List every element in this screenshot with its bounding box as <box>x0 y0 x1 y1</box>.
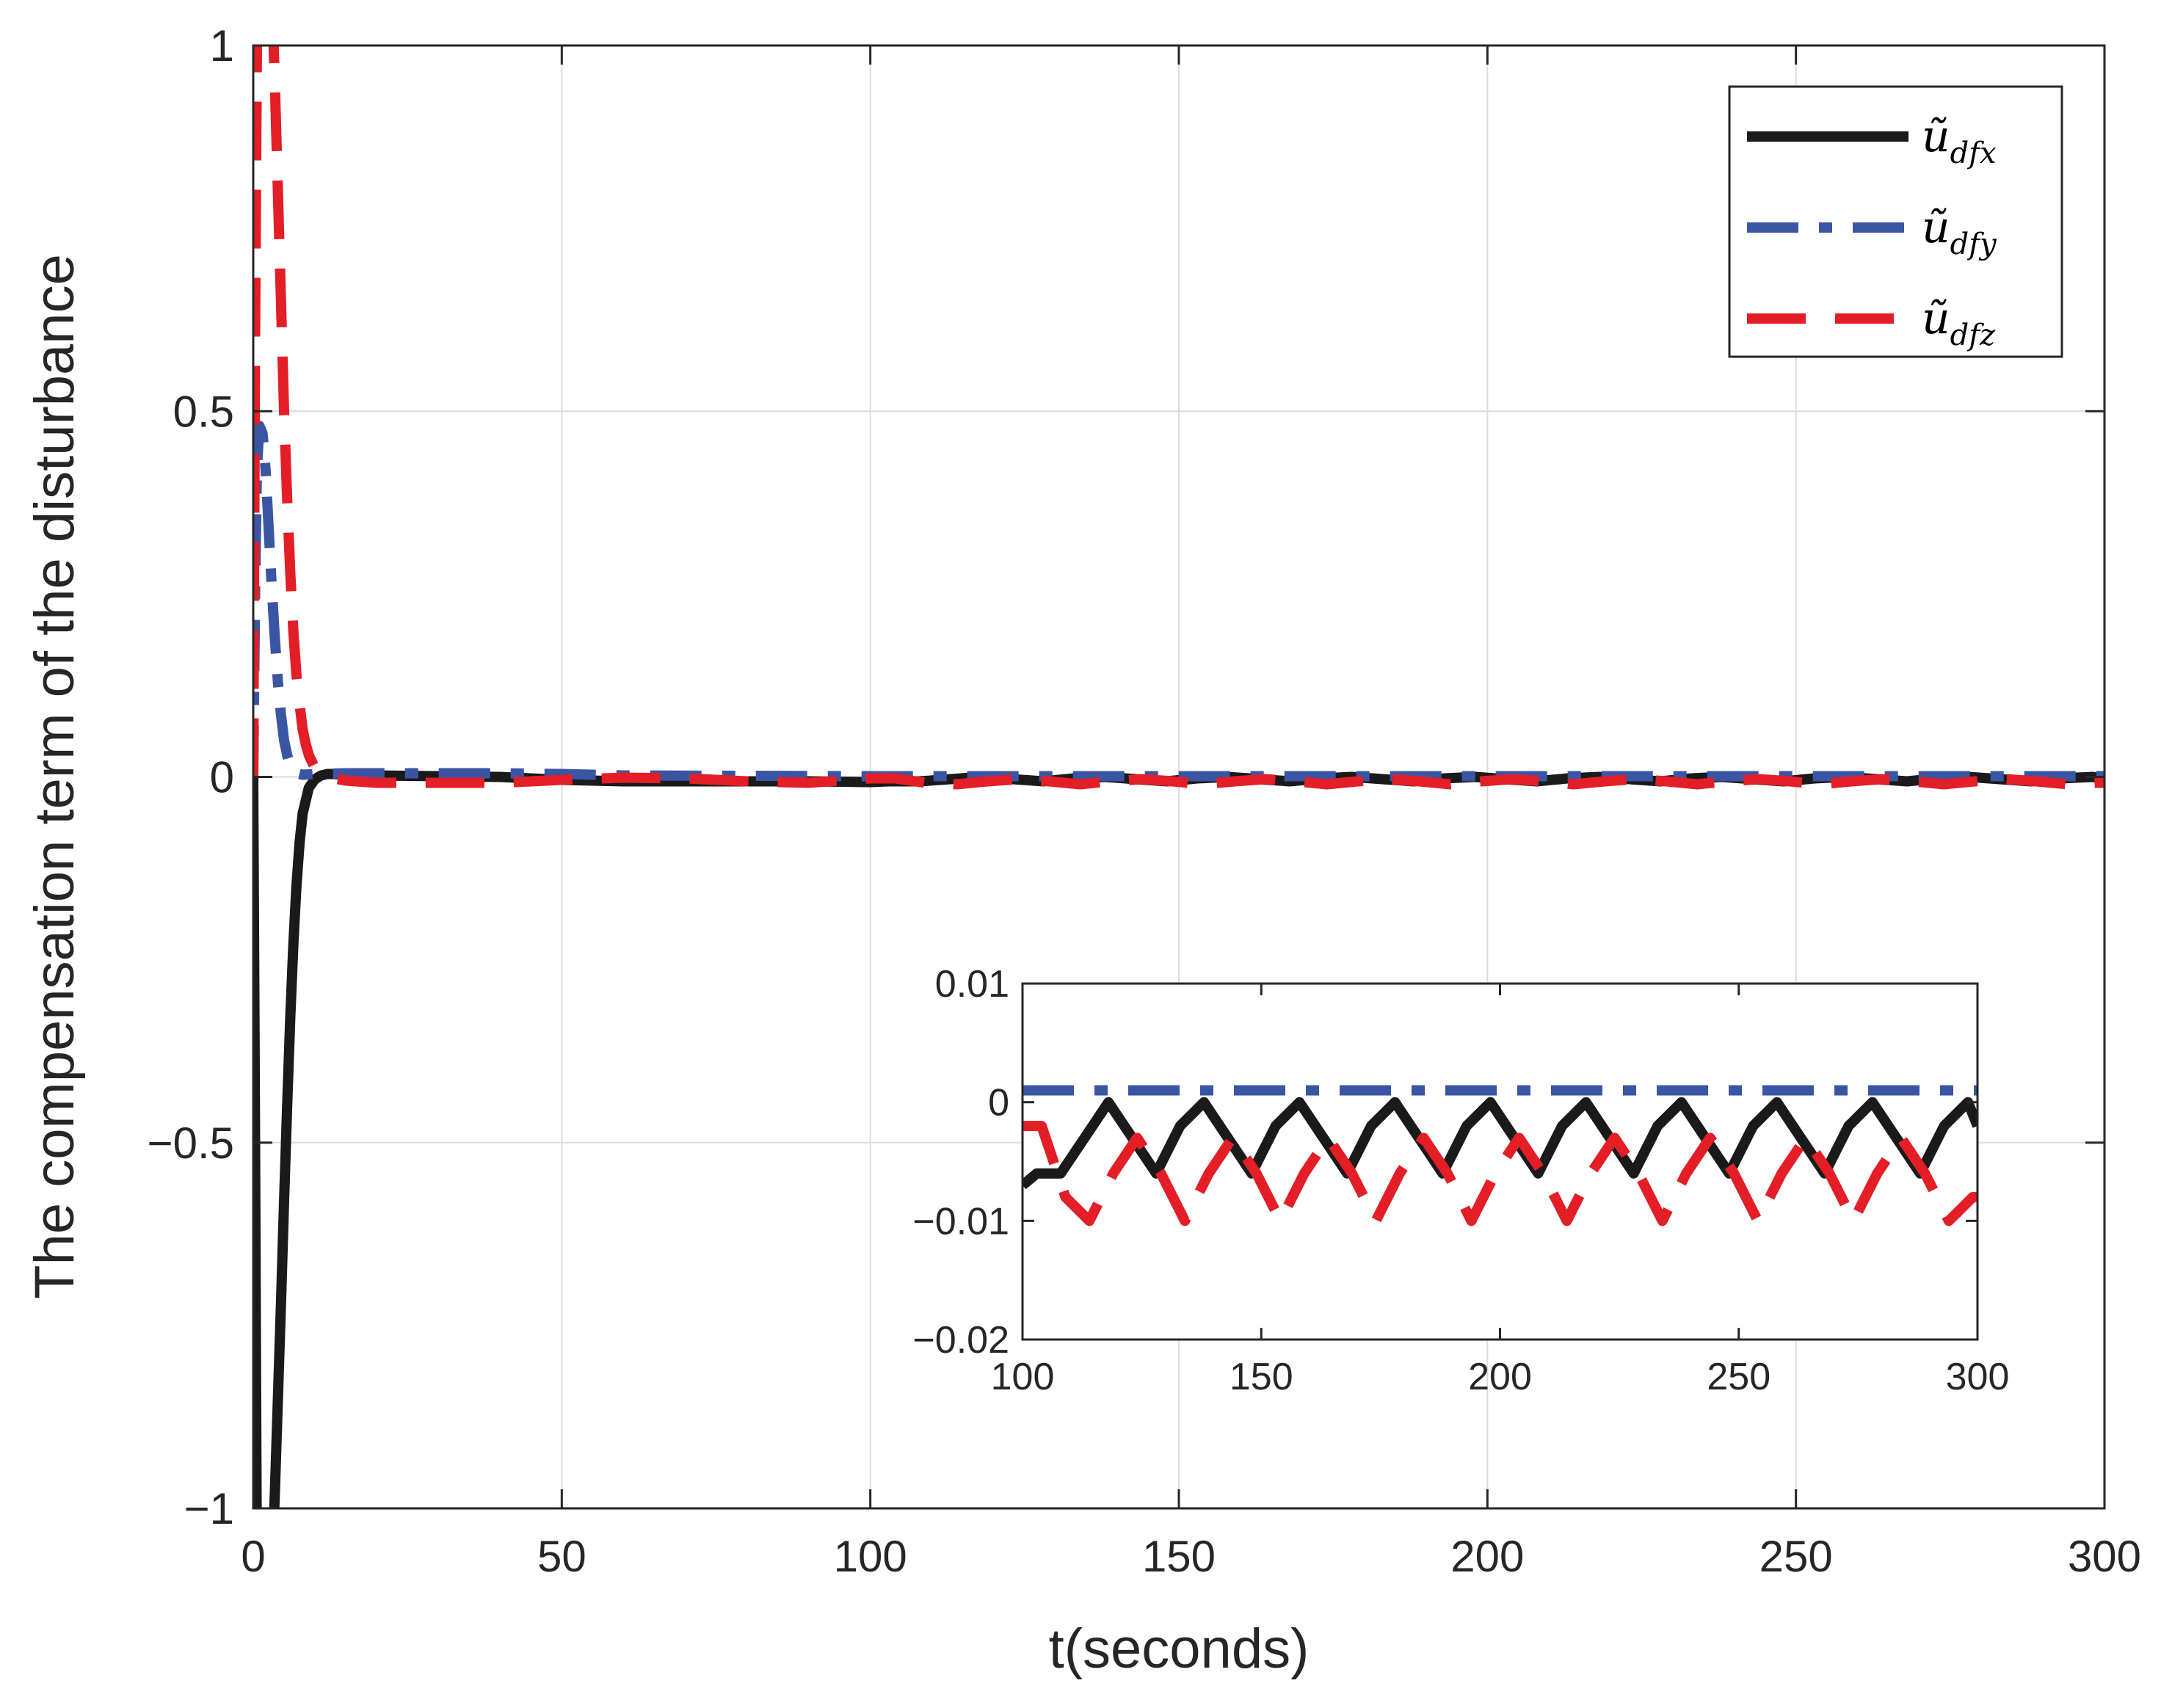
inset-x-tick-label: 300 <box>1946 1356 2010 1398</box>
inset-x-tick-label: 100 <box>991 1356 1055 1398</box>
main-y-tick-labels: −1 −0.5 0 0.5 1 <box>148 21 234 1533</box>
main-y-tick-label: 0 <box>210 753 234 802</box>
inset-ticks <box>1021 982 1979 1341</box>
legend-label-dfz: ũdfz <box>1922 293 1996 352</box>
inset-plot: 100 150 200 250 300 −0.02 −0.01 0 0.01 <box>912 963 2009 1398</box>
main-x-tick-labels: 0 50 100 150 200 250 300 <box>241 1532 2141 1581</box>
inset-x-tick-label: 200 <box>1468 1356 1532 1398</box>
legend-label-base: ũ <box>1922 202 1950 253</box>
main-x-tick-label: 50 <box>537 1532 586 1581</box>
inset-y-tick-label: −0.01 <box>912 1200 1009 1243</box>
main-y-tick-label: −1 <box>184 1484 234 1533</box>
y-axis-label: The compensation term of the disturbance <box>23 254 86 1299</box>
main-x-tick-label: 200 <box>1450 1532 1524 1581</box>
inset-y-tick-label: −0.02 <box>912 1319 1009 1362</box>
main-series <box>253 46 2104 1508</box>
inset-x-tick-labels: 100 150 200 250 300 <box>991 1356 2010 1398</box>
inset-y-tick-labels: −0.02 −0.01 0 0.01 <box>912 963 1009 1362</box>
x-axis-label: t(seconds) <box>1049 1618 1310 1680</box>
main-ticks <box>252 44 2106 1510</box>
legend-label-base: ũ <box>1922 293 1950 344</box>
legend-label-subscript: dfy <box>1950 228 1997 261</box>
main-x-tick-label: 250 <box>1759 1532 1833 1581</box>
inset-series <box>1023 1085 1977 1227</box>
inset-x-tick-label: 250 <box>1707 1356 1770 1398</box>
inset-y-tick-label: 0 <box>988 1082 1009 1124</box>
main-y-tick-label: −0.5 <box>148 1119 234 1168</box>
legend-label-subscript: dfz <box>1950 319 1996 352</box>
main-x-tick-label: 100 <box>834 1532 907 1581</box>
legend-label-base: ũ <box>1922 111 1950 162</box>
legend-label-dfy: ũdfy <box>1922 202 1997 261</box>
legend-label-subscript: dfx <box>1950 137 1997 170</box>
main-y-tick-label: 1 <box>210 21 234 70</box>
main-x-tick-label: 300 <box>2068 1532 2141 1581</box>
main-series-dfz <box>253 46 2104 790</box>
main-x-tick-label: 0 <box>241 1532 265 1581</box>
inset-y-tick-label: 0.01 <box>935 963 1009 1006</box>
inset-x-tick-label: 150 <box>1230 1356 1293 1398</box>
main-y-tick-label: 0.5 <box>173 387 234 436</box>
inset-series-dfz <box>1023 1121 1977 1227</box>
legend-label-dfx: ũdfx <box>1922 111 1997 170</box>
main-x-tick-label: 150 <box>1142 1532 1216 1581</box>
